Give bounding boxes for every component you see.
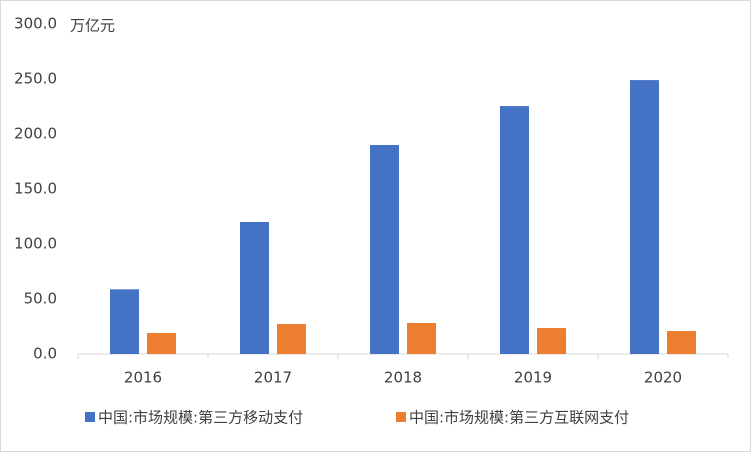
unit-label: 万亿元	[70, 17, 115, 35]
bar	[500, 106, 529, 354]
x-tick-label: 2016	[124, 369, 162, 387]
x-tick-label: 2020	[644, 369, 682, 387]
legend-swatch	[396, 412, 406, 422]
y-tick-label: 0.0	[33, 345, 57, 363]
bar	[240, 222, 269, 354]
bar	[407, 322, 436, 354]
bar	[147, 332, 176, 354]
y-tick-label: 100.0	[14, 235, 57, 253]
bar	[630, 80, 659, 354]
y-tick-label: 200.0	[14, 125, 57, 143]
legend-label: 中国:市场规模:第三方移动支付	[98, 409, 303, 427]
legend-swatch	[85, 412, 95, 422]
bar	[667, 331, 696, 354]
bar	[277, 323, 306, 354]
y-tick-label: 150.0	[14, 180, 57, 198]
y-tick-label: 300.0	[14, 15, 57, 33]
legend-label: 中国:市场规模:第三方互联网支付	[409, 409, 629, 427]
x-tick-label: 2019	[514, 369, 552, 387]
x-tick-label: 2018	[384, 369, 422, 387]
bar	[370, 145, 399, 354]
bar	[537, 328, 566, 354]
y-tick-label: 250.0	[14, 70, 57, 88]
y-tick-label: 50.0	[24, 290, 57, 308]
bar	[110, 289, 139, 354]
x-tick-label: 2017	[254, 369, 292, 387]
